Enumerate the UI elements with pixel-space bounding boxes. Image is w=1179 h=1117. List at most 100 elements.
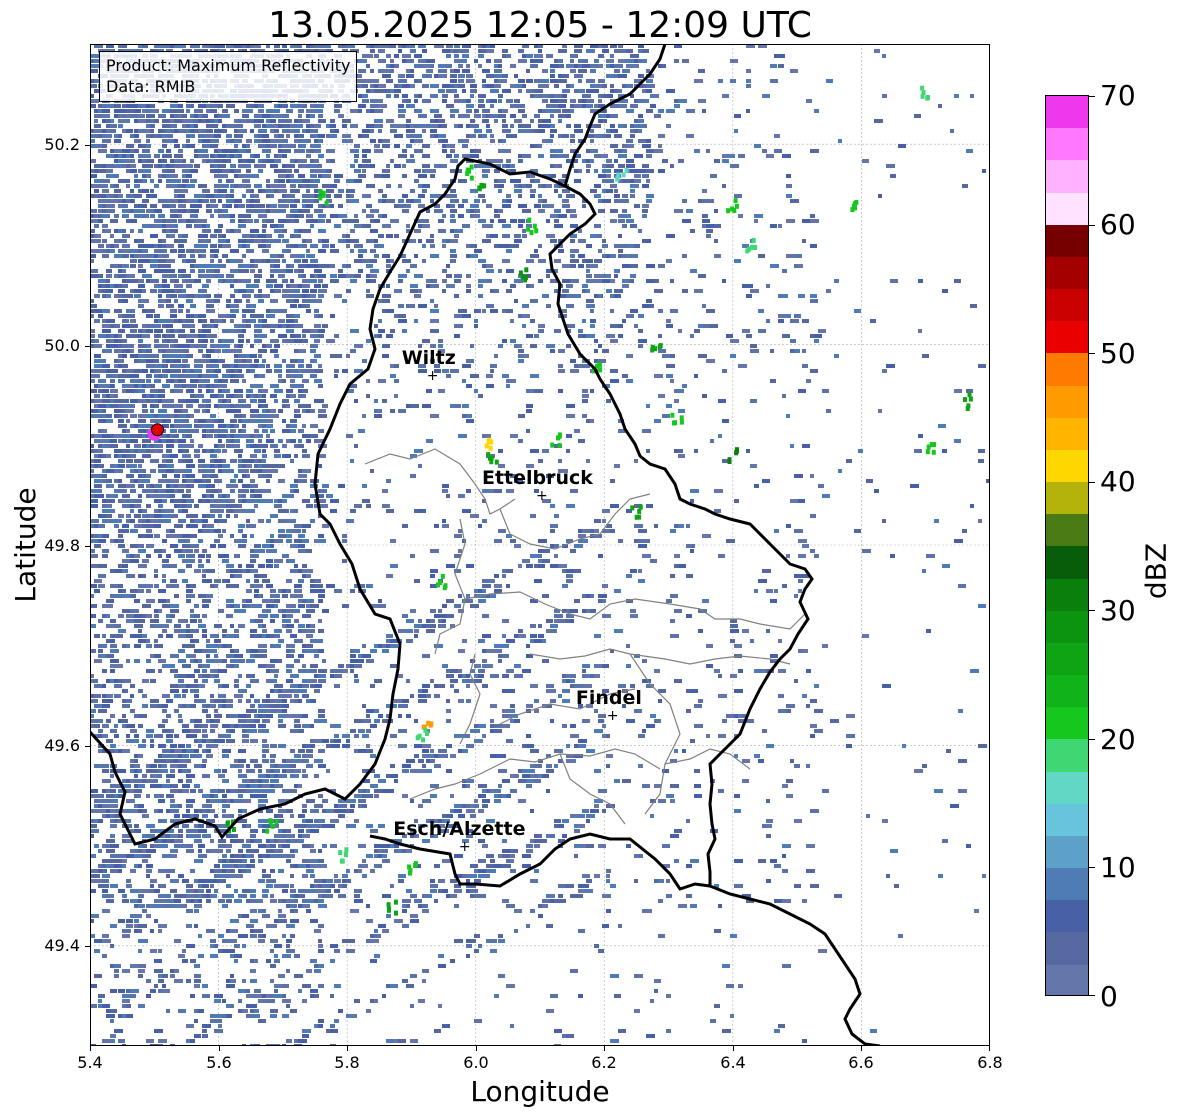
radar-echo-cell [110,324,114,328]
radar-echo-cell [314,439,318,443]
radar-echo-cell [290,424,297,428]
radar-echo-cell [194,114,201,118]
radar-echo-cell [206,124,214,128]
radar-echo-cell [230,534,234,538]
radar-echo-cell [634,324,638,328]
radar-echo-cell [234,509,243,513]
radar-echo-cell [562,289,569,293]
radar-echo-cell [282,259,286,263]
radar-echo-cell [402,239,406,243]
radar-echo-cell [654,419,661,423]
radar-echo-cell [714,224,721,228]
radar-echo-cell [274,389,283,393]
radar-echo-cell [126,169,131,173]
radar-echo-cell [542,499,551,503]
radar-echo-cell [230,394,236,398]
radar-echo-cell [778,314,787,318]
radar-echo-cell [222,459,226,463]
radar-echo-cell [174,299,178,303]
radar-echo-cell [130,259,137,263]
radar-echo-cell [318,279,323,283]
radar-echo-cell [102,534,109,538]
radar-echo-cell [418,174,427,178]
radar-echo-cell [730,354,736,358]
radar-echo-cell [254,154,260,158]
radar-echo-cell [118,464,125,468]
radar-echo-cell [118,529,125,533]
radar-echo-cell [194,314,201,318]
radar-echo-cell [162,354,167,358]
radar-echo-cell [302,389,308,393]
radar-echo-cell [214,114,218,118]
radar-echo-cell [286,169,292,173]
radar-echo-cell [290,204,297,208]
radar-echo-cell [254,124,261,128]
radar-echo-cell [546,109,554,113]
radar-echo-cell [542,294,549,298]
radar-echo-cell [370,259,377,263]
radar-echo-cell [322,484,329,488]
radar-echo-cell [318,154,324,158]
radar-echo-cell [550,349,555,353]
radar-echo-cell [142,334,150,338]
radar-echo-cell [162,264,171,268]
radar-echo-cell [586,274,592,278]
radar-echo-cell [694,79,703,83]
radar-echo-cell [674,99,680,103]
radar-echo-cell [430,344,436,348]
radar-echo-cell [518,154,522,158]
radar-echo-cell [162,254,169,258]
radar-echo-cell [150,449,156,453]
radar-echo-cell [262,229,266,233]
radar-echo-cell [242,484,251,488]
radar-echo-cell [510,179,516,183]
radar-echo-cell [562,204,570,208]
radar-echo-cell [398,109,405,113]
radar-echo-cell [130,509,134,513]
radar-echo-cell [198,349,203,353]
radar-echo-cell [746,84,751,88]
radar-echo-cell [806,99,812,103]
radar-echo-cell [498,109,504,113]
radar-echo-cell [130,199,134,203]
radar-echo-cell [126,384,134,388]
radar-echo-cell [434,369,441,373]
radar-echo-cell [162,249,166,253]
radar-echo-cell [118,119,124,123]
radar-echo-cell [266,499,273,503]
radar-echo-cell [614,134,622,138]
radar-echo-cell [446,204,450,208]
radar-echo-cell [734,129,738,133]
radar-echo-cell [522,44,529,48]
radar-map[interactable] [90,44,990,1046]
radar-echo-cell [346,139,353,143]
radar-echo-cell [226,169,232,173]
radar-echo-cell [870,319,876,323]
radar-echo-cell [126,129,133,133]
radar-echo-cell [294,529,301,533]
radar-echo-cell [198,274,204,278]
radar-echo-cell [410,44,415,48]
radar-echo-cell [710,174,717,178]
radar-echo-cell [318,534,324,538]
radar-echo-cell [130,329,137,333]
radar-echo-cell [486,169,490,173]
radar-echo-cell [410,129,414,133]
radar-echo-cell [218,259,222,263]
radar-echo-cell [374,239,378,243]
radar-echo-cell [486,264,493,268]
radar-echo-cell [210,104,214,108]
radar-echo-cell [286,374,295,378]
radar-echo-cell [422,144,430,148]
radar-echo-cell [538,554,542,558]
radar-echo-cell [262,114,271,118]
radar-echo-cell [442,99,447,103]
radar-echo-cell [214,344,219,348]
radar-echo-cell [174,364,178,368]
radar-echo-cell [290,369,298,373]
radar-echo-cell [106,169,113,173]
radar-echo-cell [670,164,674,168]
radar-echo-cell [294,169,299,173]
radar-echo-cell [198,394,204,398]
radar-echo-cell [430,279,437,283]
